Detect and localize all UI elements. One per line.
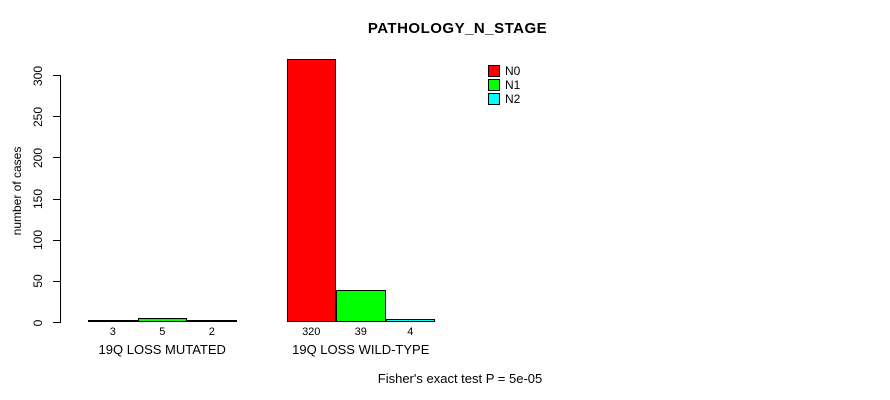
bar-n1 [137, 317, 187, 322]
y-axis-tick-label: 300 [31, 65, 45, 86]
legend-swatch-n2 [488, 93, 500, 105]
bar-n0 [286, 58, 336, 322]
y-axis-tick-label: 0 [31, 319, 45, 326]
bar-n1 [336, 289, 386, 322]
legend-entry-n2: N2 [488, 93, 520, 105]
legend-label: N2 [505, 92, 521, 106]
y-axis-tick [53, 239, 60, 241]
bar-value-label: 2 [208, 326, 215, 338]
y-axis-tick [53, 157, 60, 159]
y-axis-tick [53, 322, 60, 323]
y-axis-tick [53, 198, 60, 200]
y-axis-tick [53, 280, 60, 282]
legend-entry-n0: N0 [488, 65, 520, 77]
y-axis-tick-label: 100 [31, 230, 45, 251]
y-axis-tick-label: 150 [31, 188, 45, 210]
y-axis-tick [53, 116, 60, 118]
y-axis-tick [53, 75, 60, 76]
y-axis-tick-label: 50 [31, 274, 45, 289]
legend-entry-n1: N1 [488, 79, 520, 91]
category-label: 19Q LOSS WILD-TYPE [292, 342, 430, 357]
bar-n2 [385, 318, 435, 322]
bar-value-label: 5 [159, 326, 166, 338]
y-axis-label: number of cases [10, 146, 24, 236]
legend-swatch-n0 [488, 65, 500, 77]
category-label: 19Q LOSS MUTATED [98, 342, 226, 357]
y-axis-tick-label: 250 [31, 106, 45, 127]
y-axis-line [60, 75, 61, 323]
legend-swatch-n1 [488, 79, 500, 91]
y-axis-tick-label: 200 [31, 147, 45, 168]
legend: N0 N1 N2 [488, 65, 520, 107]
bar-n0 [88, 319, 138, 322]
bar-n2 [187, 320, 237, 322]
chart-title: PATHOLOGY_N_STAGE [367, 20, 548, 37]
bar-value-label: 39 [354, 326, 367, 338]
bar-value-label: 3 [109, 326, 116, 338]
bar-value-label: 320 [302, 326, 321, 338]
footnote-fisher-test: Fisher's exact test P = 5e-05 [377, 371, 543, 386]
legend-label: N1 [505, 78, 521, 92]
bar-value-label: 4 [407, 326, 414, 338]
legend-label: N0 [505, 64, 521, 78]
